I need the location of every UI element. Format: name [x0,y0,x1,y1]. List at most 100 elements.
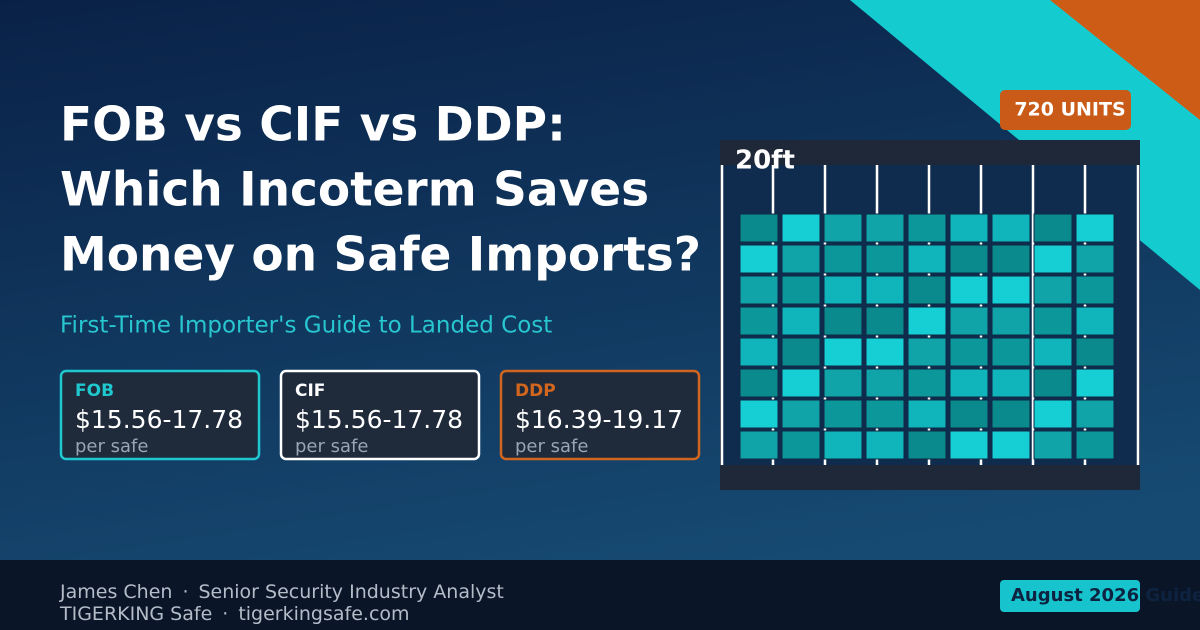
price-card [59,369,261,461]
box-cell [1033,368,1073,398]
box-cell [1033,337,1073,367]
box-cell [1075,368,1115,398]
box-cell [739,368,779,398]
footer-line: James Chen · Senior Security Industry Anal… [59,581,504,603]
box-cell [823,368,863,398]
box-cell [865,213,905,243]
card-price: $15.56-17.78 [295,405,463,434]
box-cell [865,430,905,460]
card-price: $16.39-19.17 [515,405,683,434]
box-cell [1033,244,1073,274]
box-cell [823,337,863,367]
title: FOB vs CIF vs DDP: Which Incoterm Saves … [60,98,701,283]
container-illustration: 20ft [720,140,1140,490]
box-cell [991,368,1031,398]
title-line: FOB vs CIF vs DDP: [60,98,566,153]
box-cell [865,368,905,398]
card-unit: per safe [75,436,148,457]
box-cell [949,337,989,367]
box-cell [781,275,821,305]
box-cell [907,399,947,429]
box-cell [865,337,905,367]
container-size: 20ft [735,146,795,176]
box-cell [949,275,989,305]
box-cell [1075,275,1115,305]
box-cell [1033,430,1073,460]
author: James Chen [59,581,172,603]
box-cell [739,430,779,460]
box-cell [991,399,1031,429]
box-cell [739,275,779,305]
card-unit: per safe [515,436,588,457]
separator: · [182,581,188,603]
box-cell [949,306,989,336]
box-cell [865,244,905,274]
box-cell [781,213,821,243]
box-cell [991,213,1031,243]
box-cell [865,306,905,336]
box-cell [991,275,1031,305]
box-cell [1075,306,1115,336]
card-label: FOB [75,381,114,401]
box-cell [907,368,947,398]
box-cell [907,430,947,460]
price-card [279,369,481,461]
brand: TIGERKING Safe [59,603,212,625]
box-cell [823,275,863,305]
separator: · [222,603,228,625]
card-label: DDP [515,381,556,401]
box-cell [739,399,779,429]
box-cell [781,368,821,398]
site: tigerkingsafe.com [238,603,409,625]
box-cell [1033,213,1073,243]
box-cell [1075,399,1115,429]
box-cell [823,213,863,243]
title-line: Which Incoterm Saves [60,163,649,218]
box-cell [739,244,779,274]
card-price: $15.56-17.78 [75,405,243,434]
box-cell [991,337,1031,367]
role: Senior Security Industry Analyst [198,581,503,603]
box-cell [823,430,863,460]
footer: James Chen · Senior Security Industry Anal… [59,581,504,625]
box-cell [991,430,1031,460]
box-cell [949,399,989,429]
box-cell [781,244,821,274]
box-cell [907,244,947,274]
card-label: CIF [295,381,325,401]
subtitle: First-Time Importer's Guide to Landed Co… [60,313,552,339]
box-cell [1075,430,1115,460]
box-cell [1033,275,1073,305]
box-cell [949,368,989,398]
box-cell [907,337,947,367]
box-cell [991,306,1031,336]
box-cell [949,430,989,460]
orange-corner [1050,0,1200,120]
box-cell [949,213,989,243]
box-cell [907,275,947,305]
box-cell [1033,306,1073,336]
price-card [499,369,701,461]
box-cell [1075,337,1115,367]
box-cell [781,337,821,367]
box-cell [739,213,779,243]
box-cell [865,275,905,305]
box-cell [907,213,947,243]
box-cell [739,337,779,367]
box-cell [949,244,989,274]
box-cell [1075,244,1115,274]
date-badge-text: August 2026 Guide [1011,585,1200,606]
title-line: Money on Safe Imports? [60,228,701,283]
box-cell [1075,213,1115,243]
box-cell [781,399,821,429]
box-cell [865,399,905,429]
box-cell [781,306,821,336]
card-unit: per safe [295,436,368,457]
box-cell [739,306,779,336]
box-cell [781,430,821,460]
box-cell [823,306,863,336]
units-badge-text: 720 UNITS [1014,99,1125,121]
